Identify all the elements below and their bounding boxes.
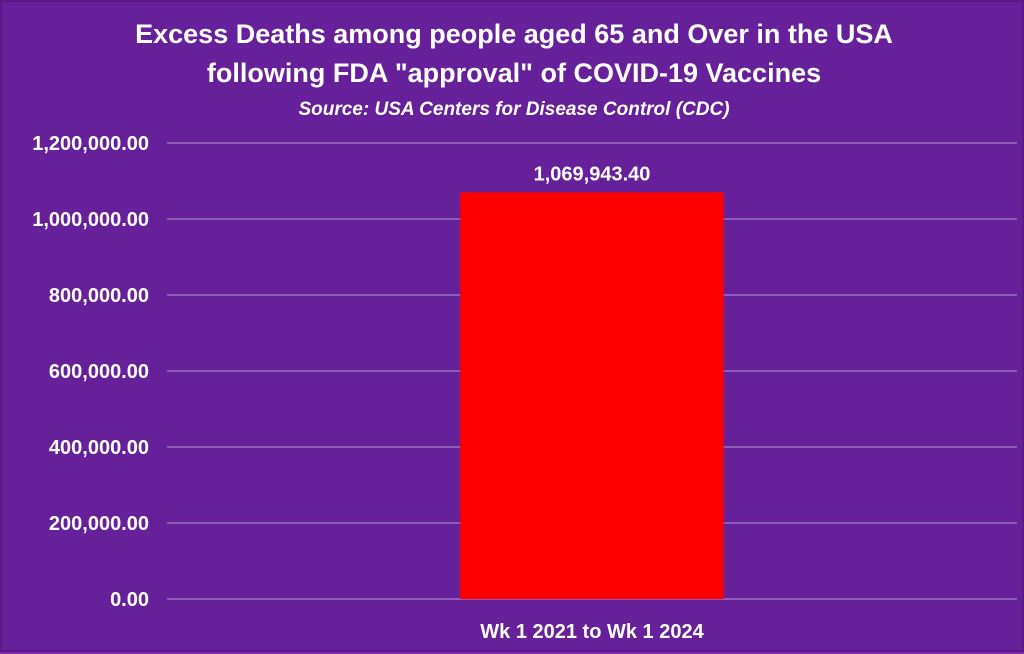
- x-axis-tick-labels: Wk 1 2021 to Wk 1 2024: [480, 621, 704, 643]
- y-axis-tick-labels: 0.00 200,000.00 400,000.00 600,000.00 800,00…: [32, 133, 149, 611]
- chart-title-line-2: following FDA "approval" of COVID-19 Vac…: [207, 58, 821, 88]
- bar-data-label: 1,069,943.40: [534, 163, 651, 185]
- y-tick-label: 400,000.00: [49, 437, 149, 459]
- y-tick-label: 1,000,000.00: [32, 209, 149, 231]
- chart-subtitle: Source: USA Centers for Disease Control …: [298, 99, 729, 120]
- chart-title-line-1: Excess Deaths among people aged 65 and O…: [135, 19, 893, 49]
- y-tick-label: 0.00: [110, 589, 149, 611]
- data-labels: 1,069,943.40: [534, 163, 651, 185]
- y-tick-label: 600,000.00: [49, 361, 149, 383]
- y-tick-label: 1,200,000.00: [32, 133, 149, 155]
- y-tick-label: 200,000.00: [49, 513, 149, 535]
- bars: [460, 192, 724, 599]
- x-tick-label: Wk 1 2021 to Wk 1 2024: [480, 621, 704, 643]
- bar: [460, 192, 724, 599]
- y-tick-label: 800,000.00: [49, 285, 149, 307]
